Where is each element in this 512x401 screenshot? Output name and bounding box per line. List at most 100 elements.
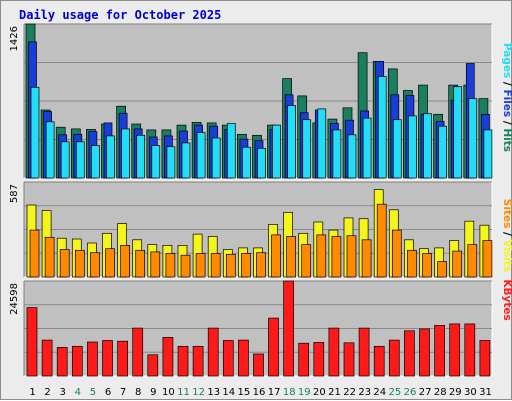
bar-pages-7: [121, 128, 130, 179]
x-tick-28: 28: [434, 387, 447, 398]
bar-sites-2: [44, 236, 55, 278]
bar-pages-11: [181, 142, 191, 179]
bar-sites-12: [195, 253, 206, 278]
bar-sites-5: [90, 252, 100, 278]
legend-entry-1-1: Pages: [501, 43, 512, 78]
bar-sites-16: [256, 252, 266, 278]
bar-kbytes-23: [358, 327, 370, 377]
legend-entry-1-2: /: [501, 78, 512, 89]
bar-sites-14: [225, 253, 236, 278]
bar-kbytes-17: [268, 317, 279, 377]
bar-pages-14: [226, 123, 236, 179]
x-tick-8: 8: [135, 387, 141, 398]
ymax-label-3: 24598: [9, 283, 20, 315]
bar-sites-22: [346, 235, 357, 278]
bar-kbytes-30: [464, 323, 476, 377]
x-tick-25: 25: [389, 387, 402, 398]
bar-kbytes-20: [313, 342, 325, 377]
bar-kbytes-24: [373, 345, 385, 377]
x-tick-24: 24: [373, 387, 386, 398]
bar-pages-5: [91, 145, 100, 179]
bar-kbytes-29: [449, 323, 461, 377]
bar-kbytes-18: [283, 280, 294, 377]
x-tick-13: 13: [207, 387, 220, 398]
bar-sites-25: [391, 229, 402, 278]
x-tick-10: 10: [162, 387, 175, 398]
x-tick-22: 22: [343, 387, 356, 398]
bar-kbytes-10: [162, 337, 174, 377]
bar-pages-26: [408, 115, 417, 179]
bar-pages-19: [302, 119, 312, 179]
bar-pages-30: [468, 98, 478, 179]
bar-kbytes-28: [434, 325, 445, 377]
bar-kbytes-26: [404, 330, 415, 377]
legend-entry-1-4: /: [501, 117, 512, 128]
bar-kbytes-2: [41, 339, 53, 377]
bar-pages-24: [377, 76, 387, 179]
bar-kbytes-5: [87, 341, 98, 377]
x-tick-4: 4: [75, 387, 81, 398]
bar-sites-19: [301, 244, 312, 278]
ymax-label-1: 1426: [9, 26, 20, 51]
bar-kbytes-15: [238, 339, 249, 377]
x-tick-16: 16: [253, 387, 266, 398]
bar-kbytes-12: [192, 345, 204, 377]
bar-pages-18: [287, 105, 296, 179]
bar-kbytes-19: [298, 342, 310, 377]
x-tick-9: 9: [150, 387, 156, 398]
bar-pages-10: [166, 146, 176, 179]
bar-sites-26: [407, 249, 417, 278]
legend-entry-3-1: KBytes: [501, 279, 512, 320]
bar-pages-3: [60, 141, 70, 179]
bar-pages-6: [106, 135, 115, 179]
bar-pages-8: [136, 134, 146, 179]
x-tick-23: 23: [358, 387, 371, 398]
bar-pages-22: [347, 134, 357, 179]
bar-pages-28: [438, 125, 447, 179]
bar-pages-20: [317, 108, 327, 179]
x-tick-19: 19: [298, 387, 311, 398]
x-tick-11: 11: [177, 387, 190, 398]
bar-sites-13: [210, 253, 221, 278]
legend-entry-1-3: Files: [501, 89, 512, 117]
bar-sites-23: [361, 239, 372, 278]
x-tick-26: 26: [404, 387, 417, 398]
bar-pages-2: [45, 121, 55, 179]
ymax-label-2: 587: [9, 184, 20, 203]
bar-sites-20: [316, 234, 327, 278]
x-tick-3: 3: [60, 387, 66, 398]
bar-sites-3: [59, 249, 70, 278]
x-tick-31: 31: [479, 387, 492, 398]
bar-pages-17: [272, 124, 281, 179]
bar-kbytes-7: [117, 340, 128, 377]
bar-kbytes-9: [147, 354, 159, 377]
bar-sites-10: [165, 253, 176, 278]
bar-kbytes-14: [222, 340, 234, 377]
legend-entry-2-3: Visits: [501, 240, 512, 273]
bar-kbytes-21: [328, 327, 340, 377]
chart-title: Daily usage for October 2025: [19, 8, 222, 22]
x-tick-20: 20: [313, 387, 326, 398]
bar-kbytes-25: [388, 339, 400, 377]
bar-sites-28: [437, 261, 447, 278]
x-tick-21: 21: [328, 387, 341, 398]
bar-kbytes-11: [177, 345, 189, 377]
bar-pages-12: [196, 132, 206, 179]
x-tick-5: 5: [90, 387, 96, 398]
legend-1: Pages / Files / Hits: [501, 43, 512, 152]
x-tick-15: 15: [238, 387, 251, 398]
bar-sites-1: [29, 229, 40, 278]
bar-pages-15: [242, 146, 251, 179]
bar-sites-8: [135, 249, 146, 278]
x-tick-2: 2: [44, 387, 50, 398]
bar-kbytes-22: [343, 342, 355, 377]
bar-kbytes-1: [26, 307, 38, 377]
bar-sites-29: [452, 250, 463, 278]
bar-sites-11: [180, 254, 191, 278]
bar-pages-21: [332, 129, 342, 179]
bar-kbytes-6: [102, 340, 113, 377]
bar-kbytes-3: [56, 347, 68, 377]
bar-pages-25: [392, 119, 402, 179]
